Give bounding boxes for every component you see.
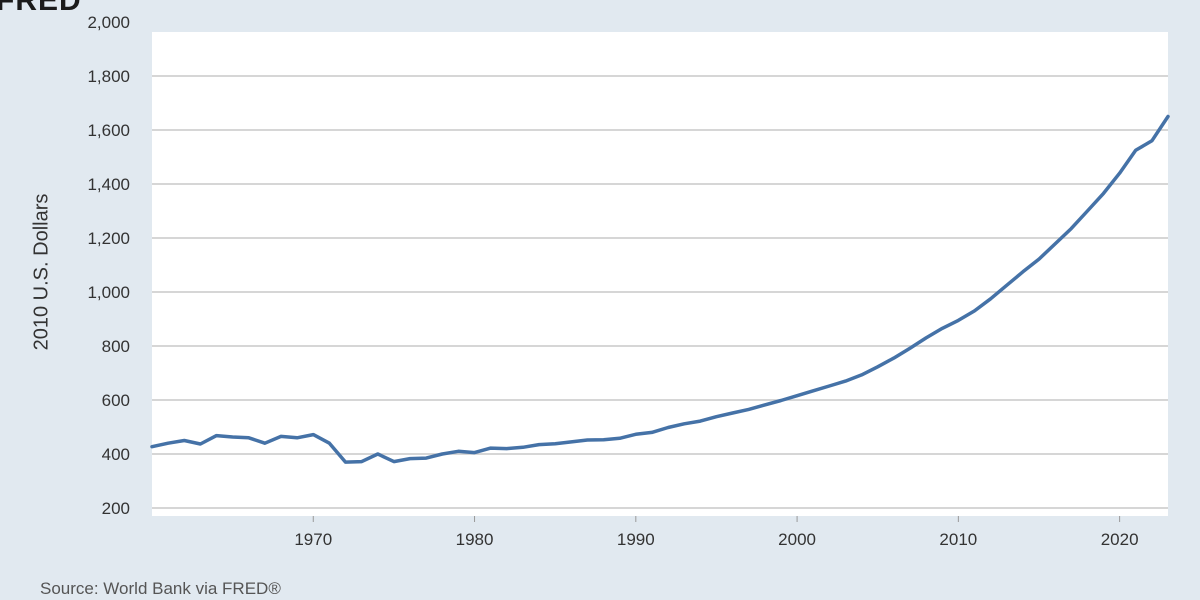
x-tick-label: 2010 (939, 530, 977, 549)
series-layer (150, 114, 1170, 464)
x-axis-ticks: 1970 1980 1990 2000 2010 2020 (294, 516, 1139, 549)
y-tick-label: 1,000 (87, 283, 130, 302)
y-tick-label: 2,000 (87, 13, 130, 32)
y-tick-label: 1,800 (87, 67, 130, 86)
plot-area (152, 32, 1168, 516)
y-tick-label: 400 (102, 445, 130, 464)
y-tick-label: 1,400 (87, 175, 130, 194)
y-tick-label: 600 (102, 391, 130, 410)
y-tick-label: 200 (102, 499, 130, 518)
y-tick-label: 1,200 (87, 229, 130, 248)
fred-logo: FRED (0, 0, 82, 17)
y-tick-label: 800 (102, 337, 130, 356)
x-tick-label: 1970 (294, 530, 332, 549)
x-tick-label: 1980 (456, 530, 494, 549)
y-tick-label: 1,600 (87, 121, 130, 140)
source-note: Source: World Bank via FRED® (40, 579, 281, 598)
grid-lines (152, 75, 1168, 509)
x-tick-label: 2020 (1101, 530, 1139, 549)
x-tick-label: 2000 (778, 530, 816, 549)
series-line (150, 114, 1170, 464)
x-tick-label: 1990 (617, 530, 655, 549)
y-axis-ticks: 200 400 600 800 1,000 1,200 1,400 1,600 1,800 2,0… (87, 13, 130, 518)
y-axis-title: 2010 U.S. Dollars (30, 193, 53, 351)
